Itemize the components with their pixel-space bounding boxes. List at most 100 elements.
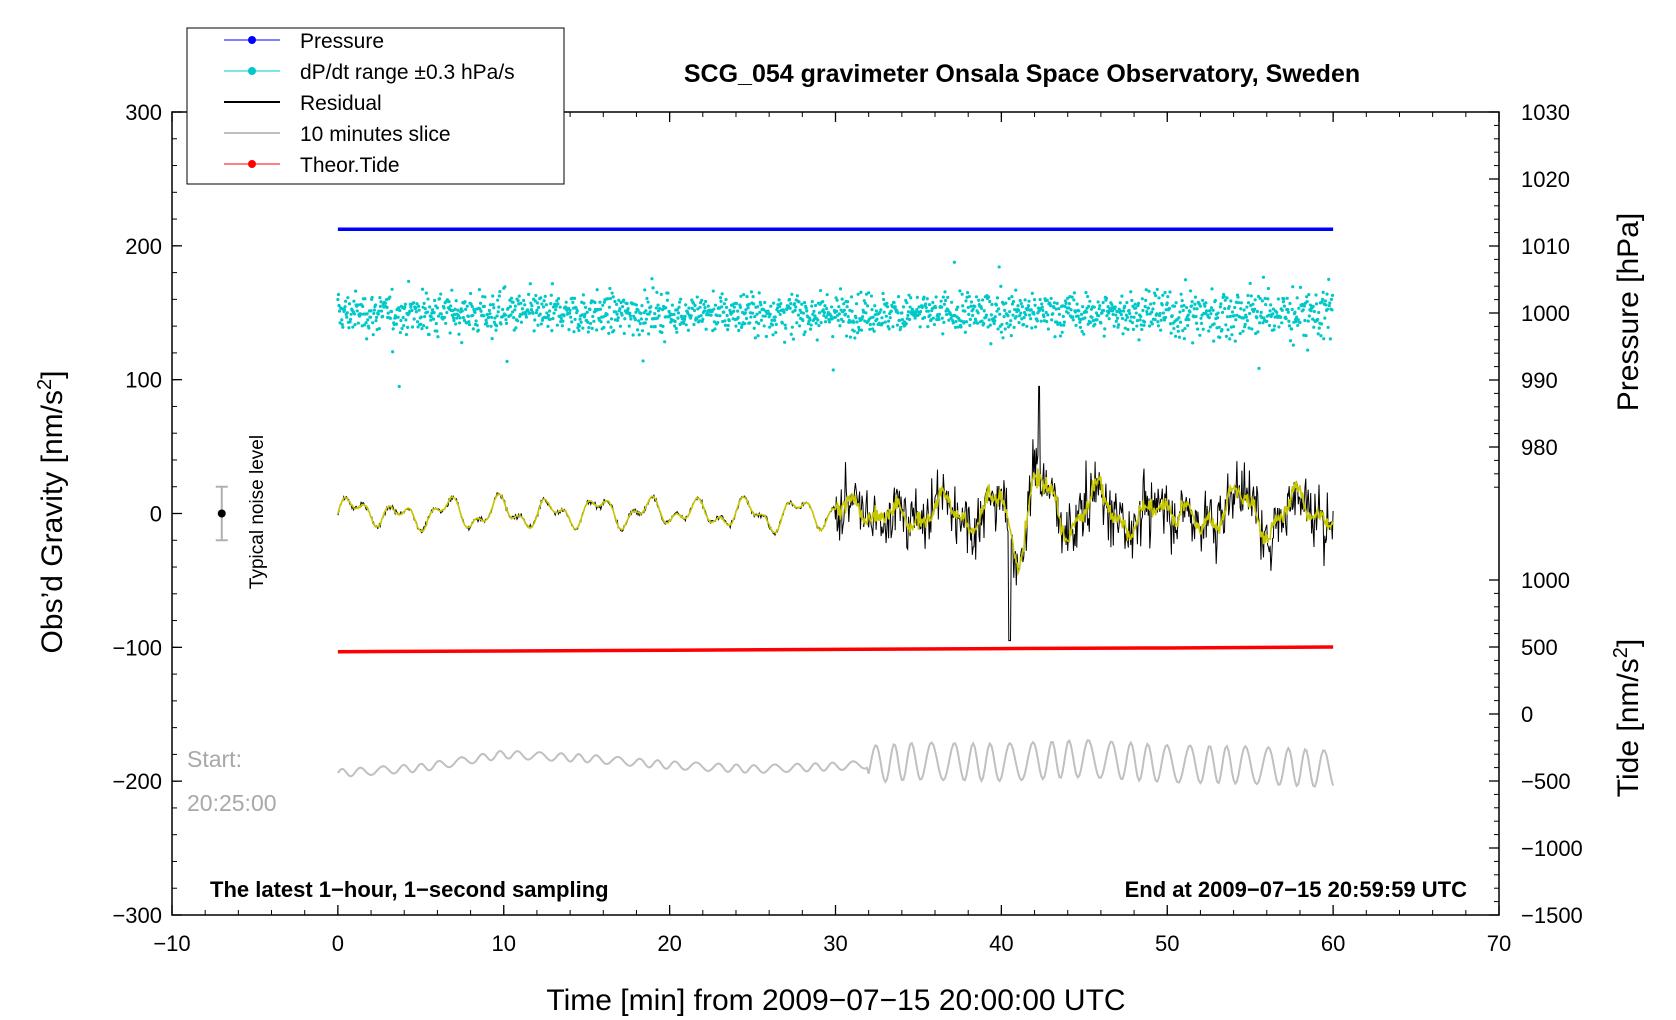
dpdt-point (836, 318, 840, 323)
dpdt-point (337, 309, 342, 313)
y-left-tick-label: −300 (112, 903, 162, 928)
dpdt-point (1303, 318, 1307, 323)
dpdt-point (637, 333, 641, 337)
dpdt-point (977, 298, 981, 302)
dpdt-point (914, 310, 918, 315)
dpdt-point (515, 319, 520, 323)
dpdt-point (720, 292, 724, 296)
dpdt-point (343, 305, 347, 309)
dpdt-point (819, 321, 823, 325)
dpdt-point (1067, 306, 1071, 310)
dpdt-point (1184, 318, 1188, 322)
dpdt-point (875, 317, 879, 321)
dpdt-point (999, 330, 1003, 334)
x-tick-label: 50 (1155, 931, 1179, 956)
dpdt-point (690, 306, 694, 310)
dpdt-point (1044, 310, 1048, 315)
dpdt-point (550, 282, 555, 286)
dpdt-point (1113, 305, 1117, 309)
dpdt-point (1201, 298, 1205, 302)
dpdt-point (654, 306, 658, 310)
dpdt-point (1026, 304, 1031, 308)
dpdt-point (426, 297, 430, 301)
x-tick-label: 10 (492, 931, 516, 956)
dpdt-point (501, 307, 505, 312)
dpdt-point (496, 298, 500, 302)
dpdt-point (1272, 324, 1277, 328)
dpdt-point (1258, 296, 1262, 301)
dpdt-point (1150, 310, 1154, 314)
dpdt-point (601, 303, 605, 307)
dpdt-point (776, 310, 781, 314)
dpdt-point (1001, 336, 1005, 340)
dpdt-point (552, 311, 556, 315)
dpdt-point (1029, 317, 1033, 321)
dpdt-point (460, 309, 464, 313)
dpdt-point (1137, 338, 1141, 342)
dpdt-point (390, 287, 394, 291)
dpdt-point (719, 299, 723, 303)
dpdt-point (455, 316, 459, 320)
dpdt-point (1195, 307, 1199, 311)
dpdt-point (371, 333, 375, 337)
dpdt-point (1263, 296, 1267, 300)
dpdt-point (432, 311, 436, 315)
dpdt-point (445, 310, 449, 315)
dpdt-point (546, 324, 550, 328)
legend-dpdt-label: dP/dt range ±0.3 hPa/s (300, 61, 515, 84)
dpdt-point (715, 313, 719, 318)
tick-marks: −10 0 10 20 30 40 50 60 703002001000−100−200−300… (112, 100, 1582, 956)
dpdt-point (1255, 309, 1259, 314)
dpdt-point (512, 328, 516, 332)
dpdt-point (569, 315, 573, 319)
dpdt-point (795, 294, 799, 298)
dpdt-point (366, 318, 370, 322)
dpdt-point (895, 323, 900, 327)
dpdt-point (1230, 310, 1235, 314)
dpdt-point (784, 326, 788, 330)
note-end-time: End at 2009−07−15 20:59:59 UTC (1125, 877, 1468, 902)
dpdt-point (801, 311, 806, 315)
dpdt-point (1211, 308, 1215, 312)
dpdt-point (1008, 310, 1012, 314)
y-left-tick-label: −100 (112, 635, 162, 660)
dpdt-point (943, 290, 947, 294)
dpdt-point (843, 312, 848, 316)
dpdt-point (1296, 323, 1300, 328)
dpdt-point (922, 315, 927, 320)
dpdt-point (1194, 321, 1199, 325)
dpdt-point (602, 300, 606, 304)
dpdt-point (644, 317, 649, 321)
dpdt-point (602, 325, 606, 329)
dpdt-point (514, 326, 518, 330)
dpdt-point (725, 313, 729, 318)
dpdt-point (542, 299, 546, 303)
dpdt-point (1029, 308, 1033, 312)
dpdt-point (1134, 311, 1138, 315)
dpdt-point (693, 303, 697, 308)
dpdt-point (1320, 300, 1324, 304)
residual-line (337, 385, 1334, 642)
dpdt-point (376, 312, 380, 316)
dpdt-point (641, 359, 645, 363)
x-tick-label: 20 (657, 931, 681, 956)
dpdt-point (995, 296, 1000, 300)
dpdt-point (788, 306, 792, 310)
dpdt-point (556, 302, 560, 306)
y-pressure-tick-label: 990 (1521, 368, 1558, 393)
dpdt-point (1018, 314, 1022, 318)
dpdt-point (1032, 312, 1036, 316)
dpdt-point (859, 328, 864, 332)
dpdt-point (1149, 302, 1153, 306)
dpdt-point (926, 309, 930, 313)
dpdt-point (1021, 322, 1026, 327)
dpdt-point (1129, 315, 1133, 319)
dpdt-point (684, 323, 688, 327)
dpdt-point (724, 305, 729, 309)
dpdt-point (1023, 298, 1027, 302)
slice-line (337, 739, 1335, 788)
dpdt-point (1013, 307, 1017, 312)
dpdt-point (1025, 324, 1029, 328)
dpdt-point (508, 305, 512, 309)
